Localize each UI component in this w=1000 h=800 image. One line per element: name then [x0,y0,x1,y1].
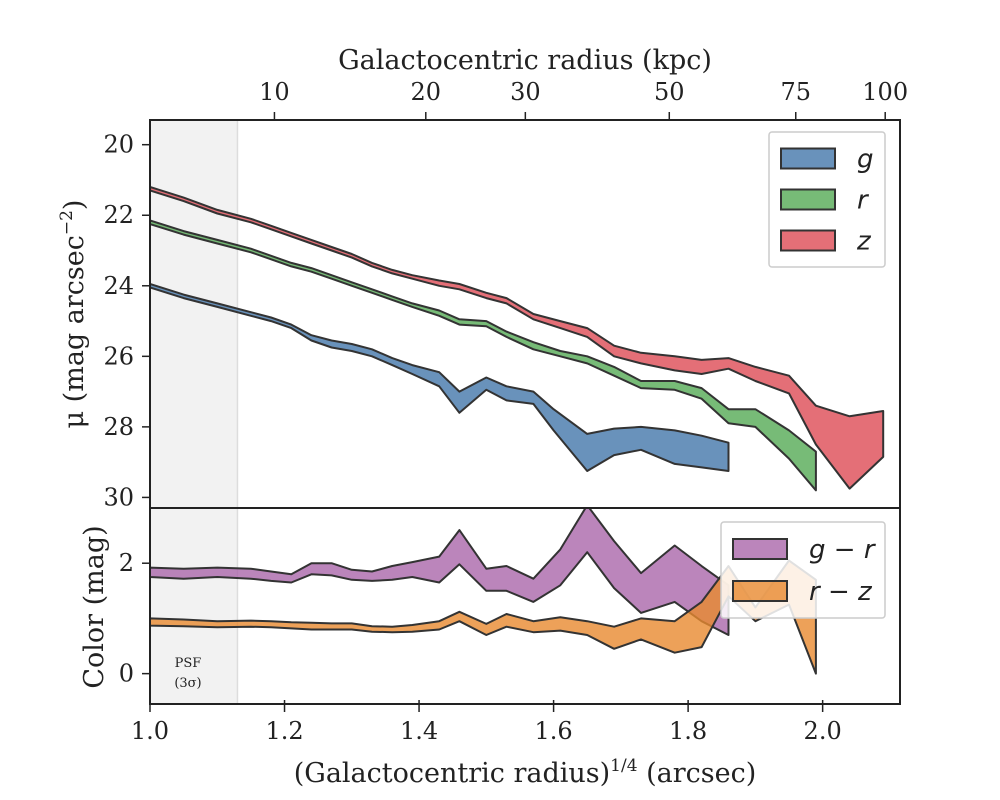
chart-data-layer [150,186,885,675]
top-x-tick-label: 75 [780,78,811,106]
x-tick-label: 1.2 [265,717,303,745]
x-tick-label: 2.0 [804,717,842,745]
psf-sigma-label: (3σ) [174,676,201,691]
band-color-1 [150,508,730,636]
x-axis-title: (Galactocentric radius)1/4 (arcsec) [294,756,757,789]
legend-swatch-surface-brightness-1 [780,147,836,170]
surface-brightness-axis-title-exponent: −2 [57,210,77,235]
panel-surface-brightness-bands [150,186,885,492]
legend-label-right: z [857,577,873,607]
top-x-tick-label: 10 [259,78,290,106]
top-x-tick-label: 100 [862,78,908,106]
band-color-2 [150,559,817,675]
legend-swatch-surface-brightness-3 [780,229,836,252]
legend-label-color-1: g − r [809,535,877,565]
panel-color-bands [150,508,817,675]
top-x-tick-label: 20 [411,78,442,106]
color-axis-title: Color (mag) [79,525,110,688]
top-x-tick-label: 30 [510,78,541,106]
y-tick-label: 2 [119,549,134,577]
legend-swatch-color-1 [732,538,788,560]
psf-region [150,120,239,704]
chart-ticks: 1.0 1.2 1.4 1.6 1.8 2.010 20 30 50 75 100202224262… [103,78,908,745]
x-axis-title-main: (Galactocentric radius) [294,758,610,789]
y-tick-label: 24 [103,272,134,300]
x-axis-title-exponent: 1/4 [610,756,637,776]
legend-label-surface-brightness-1: g [857,145,874,175]
y-tick-label: 0 [119,660,134,688]
band-surface-brightness-1 [150,283,730,472]
bottom-panel-frame [149,507,901,705]
band-surface-brightness-2 [150,219,817,492]
surface-brightness-axis-title: μ (mag arcsec−2) [57,200,90,429]
legend-label-left: g [809,535,826,565]
psf-shade [150,120,238,704]
legend-label-surface-brightness-3: z [856,227,872,257]
surface-brightness-axis-title-end: ) [59,200,90,211]
y-tick-label: 30 [103,483,134,511]
legend-label-color-2: r − z [809,577,873,607]
x-tick-label: 1.6 [535,717,573,745]
legend-label-left: r [809,577,822,607]
y-tick-label: 20 [103,131,134,159]
psf-label: PSF [175,656,202,671]
x-tick-label: 1.8 [669,717,707,745]
legend-swatch-color-2 [732,580,788,602]
x-axis-title-unit: (arcsec) [638,758,757,789]
y-tick-label: 26 [103,342,134,370]
x-tick-label: 1.4 [400,717,438,745]
band-surface-brightness-3 [150,186,885,490]
top-axis-title: Galactocentric radius (kpc) [338,45,712,76]
legend-label-surface-brightness-2: r [857,186,870,216]
top-x-tick-label: 50 [654,78,685,106]
x-tick-label: 1.0 [131,717,169,745]
y-tick-label: 22 [103,201,134,229]
legend-label-right: r [864,535,877,565]
legend-label-operator: − [826,535,864,565]
legend-swatch-surface-brightness-2 [780,188,836,211]
surface-brightness-axis-title-main: μ (mag arcsec [59,235,90,428]
y-tick-label: 28 [103,413,134,441]
legend-label-operator: − [820,577,858,607]
